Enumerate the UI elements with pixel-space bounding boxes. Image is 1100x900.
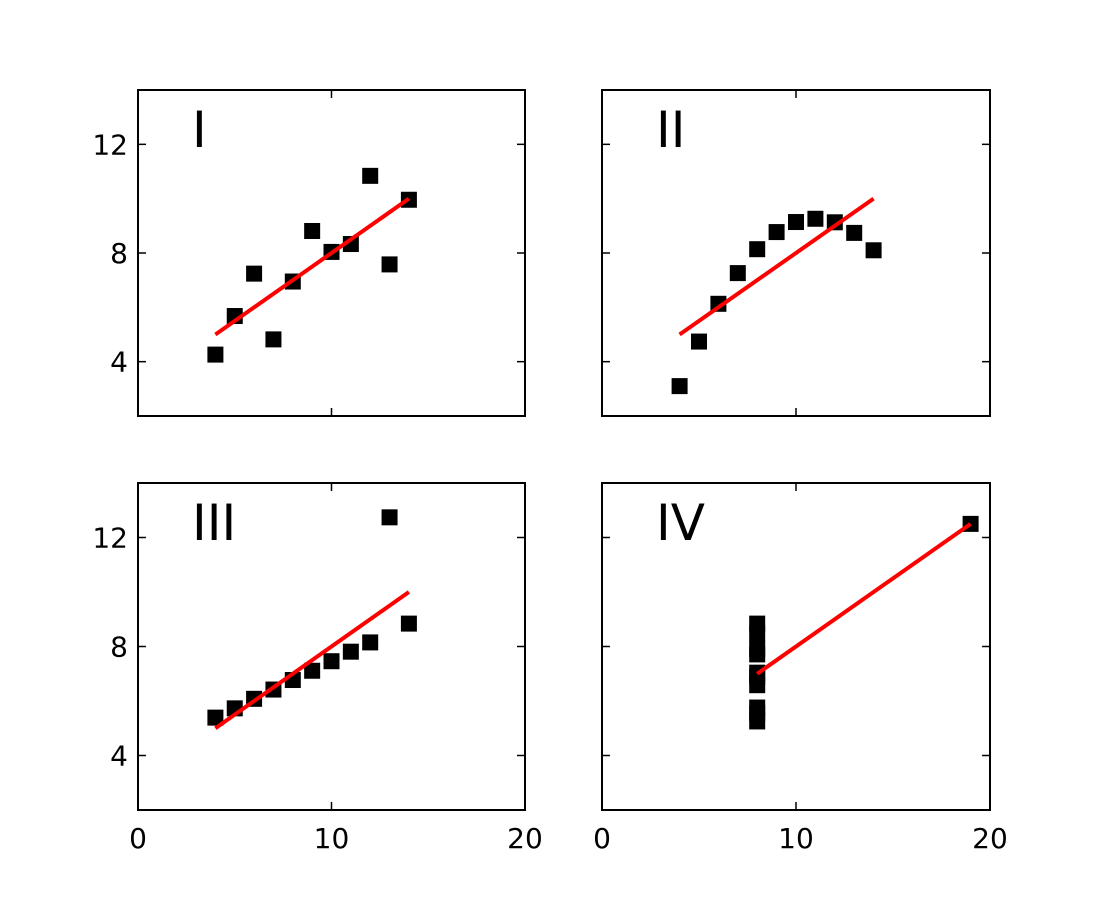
data-point: [207, 346, 224, 363]
data-point: [749, 241, 766, 258]
data-point: [323, 653, 340, 670]
data-point: [342, 643, 359, 660]
x-tick-label: 0: [129, 822, 147, 855]
data-point: [788, 214, 804, 231]
panel-label: II: [656, 101, 686, 159]
y-tick-label: 4: [110, 740, 128, 773]
data-point: [207, 709, 224, 726]
x-tick-label: 0: [593, 822, 611, 855]
data-point: [304, 222, 321, 239]
data-point: [362, 634, 379, 651]
x-tick-label: 10: [314, 822, 350, 855]
data-point: [381, 509, 398, 526]
data-point: [768, 224, 785, 241]
data-point: [691, 333, 707, 350]
data-point: [865, 242, 882, 259]
y-tick-label: 8: [110, 237, 128, 270]
panel-label: III: [192, 494, 236, 552]
x-tick-label: 10: [778, 822, 814, 855]
data-point: [265, 331, 282, 348]
data-point: [749, 625, 766, 642]
data-point: [749, 640, 766, 657]
data-point: [729, 265, 746, 282]
data-point: [304, 662, 321, 679]
regression-line: [756, 522, 972, 676]
data-point: [246, 265, 263, 282]
data-point: [400, 615, 417, 632]
x-tick-label: 20: [507, 822, 543, 855]
panel-label: IV: [656, 494, 705, 552]
data-point: [381, 256, 398, 273]
regression-line: [214, 197, 411, 337]
data-point: [671, 378, 688, 395]
panel-III: 0 10 20 4 8 12 III: [92, 482, 543, 855]
panel-label: I: [192, 101, 207, 159]
y-tick-label: 4: [110, 346, 128, 379]
data-point: [362, 167, 379, 184]
data-point: [807, 210, 824, 227]
panel-I: 4 8 12 I: [92, 89, 526, 417]
data-point: [749, 704, 766, 721]
y-tick-label: 8: [110, 631, 128, 664]
y-tick-label: 12: [92, 522, 128, 555]
y-tick-label: 12: [92, 128, 128, 161]
regression-line: [678, 197, 875, 337]
panel-II: II: [601, 89, 991, 417]
data-point: [846, 224, 863, 241]
regression-line: [214, 590, 411, 730]
x-tick-label: 20: [972, 822, 1008, 855]
panel-IV: 0 10 20 IV: [593, 482, 1008, 855]
